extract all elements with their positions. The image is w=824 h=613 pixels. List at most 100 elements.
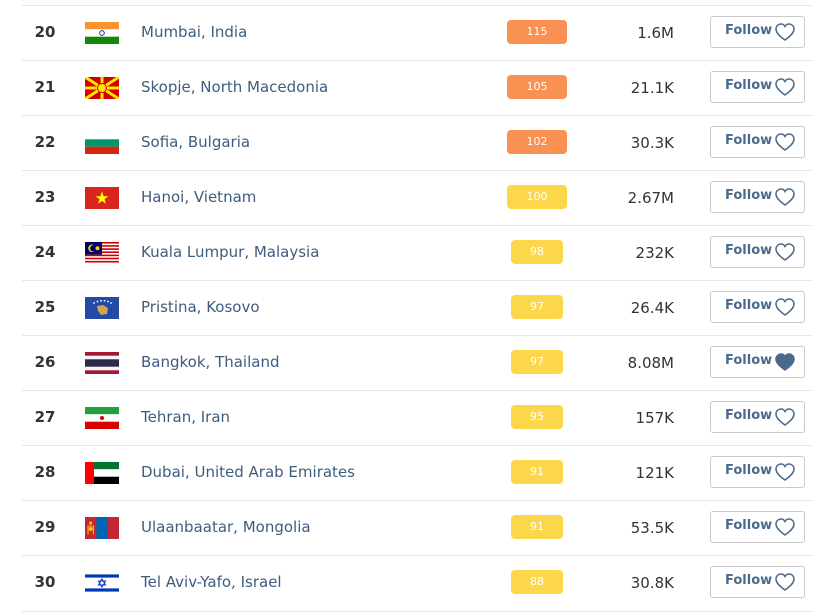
rank: 26 bbox=[34, 353, 56, 371]
flag bbox=[85, 187, 119, 213]
aqi-badge: 88 bbox=[511, 570, 563, 594]
follow-button[interactable]: Follow bbox=[710, 401, 805, 433]
population: 53.5K bbox=[630, 519, 674, 537]
population: 2.67M bbox=[627, 189, 674, 207]
flag bbox=[85, 22, 119, 48]
aqi-badge: 91 bbox=[511, 460, 563, 484]
city-name: Bangkok, Thailand bbox=[141, 353, 280, 371]
rank: 28 bbox=[34, 463, 56, 481]
population: 8.08M bbox=[627, 354, 674, 372]
rank: 22 bbox=[34, 133, 56, 151]
flag bbox=[85, 132, 119, 158]
table-row: 23 Hanoi, Vietnam 100 2.67M Follow bbox=[22, 170, 812, 226]
flag bbox=[85, 517, 119, 543]
aqi-badge: 105 bbox=[507, 75, 567, 99]
heart-icon bbox=[775, 298, 795, 316]
follow-label: Follow bbox=[725, 188, 773, 203]
table-row: 21 Skopje, North Macedonia 105 21.1K Follow bbox=[22, 60, 812, 116]
flag-icon bbox=[85, 352, 119, 374]
aqi-badge: 100 bbox=[507, 185, 567, 209]
follow-button[interactable]: Follow bbox=[710, 16, 805, 48]
table-row: 28 Dubai, United Arab Emirates 91 121K Follo… bbox=[22, 445, 812, 501]
flag-icon bbox=[85, 407, 119, 429]
follow-label: Follow bbox=[725, 518, 773, 533]
aqi-badge: 97 bbox=[511, 295, 563, 319]
rank: 30 bbox=[34, 573, 56, 591]
follow-label: Follow bbox=[725, 573, 773, 588]
follow-button[interactable]: Follow bbox=[710, 181, 805, 213]
follow-button[interactable]: Follow bbox=[710, 456, 805, 488]
rank: 27 bbox=[34, 408, 56, 426]
city-name: Skopje, North Macedonia bbox=[141, 78, 329, 96]
rank: 21 bbox=[34, 78, 56, 96]
flag-icon bbox=[85, 22, 119, 44]
flag bbox=[85, 462, 119, 488]
city-name: Ulaanbaatar, Mongolia bbox=[141, 518, 311, 536]
flag-icon bbox=[85, 187, 119, 209]
follow-label: Follow bbox=[725, 23, 773, 38]
population: 26.4K bbox=[630, 299, 674, 317]
aqi-badge: 97 bbox=[511, 350, 563, 374]
population: 30.3K bbox=[630, 134, 674, 152]
population: 1.6M bbox=[637, 24, 674, 42]
heart-icon bbox=[775, 408, 795, 426]
flag bbox=[85, 242, 119, 268]
follow-button[interactable]: Follow bbox=[710, 346, 805, 378]
population: 30.8K bbox=[630, 574, 674, 592]
heart-icon bbox=[775, 133, 795, 151]
city-name: Dubai, United Arab Emirates bbox=[141, 463, 355, 481]
flag-icon bbox=[85, 132, 119, 154]
follow-label: Follow bbox=[725, 243, 773, 258]
aqi-badge: 102 bbox=[507, 130, 567, 154]
city-name: Sofia, Bulgaria bbox=[141, 133, 251, 151]
aqi-badge: 91 bbox=[511, 515, 563, 539]
rank: 23 bbox=[34, 188, 56, 206]
follow-label: Follow bbox=[725, 78, 773, 93]
table-row: 20 Mumbai, India 115 1.6M Follow bbox=[22, 5, 812, 61]
population: 157K bbox=[635, 409, 674, 427]
aqi-badge: 95 bbox=[511, 405, 563, 429]
flag-icon bbox=[85, 462, 119, 484]
follow-label: Follow bbox=[725, 463, 773, 478]
flag-icon bbox=[85, 297, 119, 319]
flag-icon bbox=[84, 75, 120, 101]
follow-label: Follow bbox=[725, 353, 773, 368]
rank: 20 bbox=[34, 23, 56, 41]
flag bbox=[85, 297, 119, 323]
table-row: 26 Bangkok, Thailand 97 8.08M Follow bbox=[22, 335, 812, 391]
city-name: Kuala Lumpur, Malaysia bbox=[141, 243, 320, 261]
heart-icon bbox=[775, 353, 795, 371]
population: 21.1K bbox=[630, 79, 674, 97]
heart-icon bbox=[775, 463, 795, 481]
aqi-badge: 98 bbox=[511, 240, 563, 264]
follow-label: Follow bbox=[725, 133, 773, 148]
rank: 25 bbox=[34, 298, 56, 316]
follow-label: Follow bbox=[725, 298, 773, 313]
table-row: 22 Sofia, Bulgaria 102 30.3K Follow bbox=[22, 115, 812, 171]
flag-icon bbox=[85, 242, 119, 264]
table-row: 27 Tehran, Iran 95 157K Follow bbox=[22, 390, 812, 446]
flag bbox=[84, 75, 120, 103]
follow-button[interactable]: Follow bbox=[710, 511, 805, 543]
follow-button[interactable]: Follow bbox=[710, 71, 805, 103]
follow-button[interactable]: Follow bbox=[710, 236, 805, 268]
heart-icon bbox=[775, 188, 795, 206]
table-row: 25 Pristina, Kosovo 97 26.4K Follow bbox=[22, 280, 812, 336]
follow-button[interactable]: Follow bbox=[710, 566, 805, 598]
city-name: Tehran, Iran bbox=[141, 408, 231, 426]
population: 121K bbox=[635, 464, 674, 482]
flag bbox=[85, 407, 119, 433]
heart-icon bbox=[775, 518, 795, 536]
heart-icon bbox=[775, 78, 795, 96]
table-row: 30 Tel Aviv-Yafo, Israel 88 30.8K Follow bbox=[22, 555, 812, 612]
population: 232K bbox=[635, 244, 674, 262]
city-name: Tel Aviv-Yafo, Israel bbox=[141, 573, 282, 591]
follow-button[interactable]: Follow bbox=[710, 126, 805, 158]
aqi-badge: 115 bbox=[507, 20, 567, 44]
follow-button[interactable]: Follow bbox=[710, 291, 805, 323]
table-row: 24 Kuala Lumpur, Malaysia 98 232K Follow bbox=[22, 225, 812, 281]
flag-icon bbox=[85, 517, 119, 539]
table-row: 29 Ulaanbaatar, Mongolia 91 53.5K Follow bbox=[22, 500, 812, 556]
follow-label: Follow bbox=[725, 408, 773, 423]
